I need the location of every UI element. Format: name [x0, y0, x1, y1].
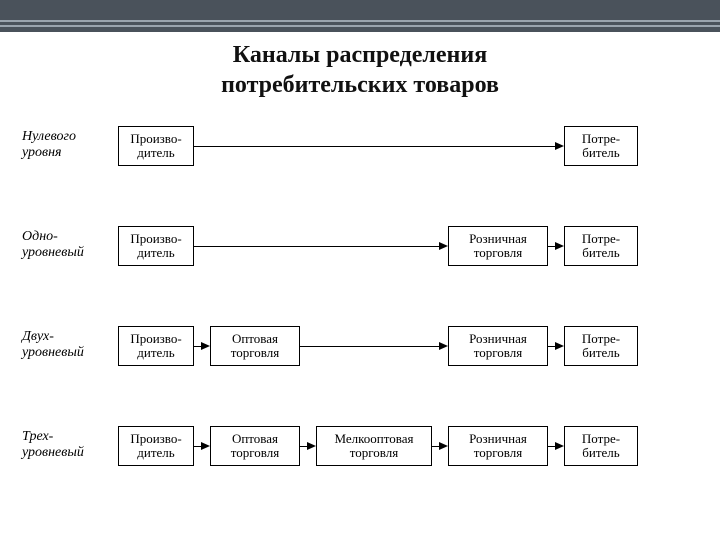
node-consumer: Потре-битель: [564, 226, 638, 266]
node-producer: Произво-дитель: [118, 326, 194, 366]
top-bar: [0, 0, 720, 32]
node-consumer: Потре-битель: [564, 426, 638, 466]
node-retail: Розничнаяторговля: [448, 226, 548, 266]
page-title: Каналы распределения потребительских тов…: [0, 40, 720, 100]
arrow-head-icon: [555, 342, 564, 350]
arrow: [300, 346, 440, 347]
node-producer: Произво-дитель: [118, 126, 194, 166]
arrow: [194, 246, 440, 247]
arrow: [194, 146, 556, 147]
node-producer: Произво-дитель: [118, 426, 194, 466]
node-wholesale: Оптоваяторговля: [210, 326, 300, 366]
arrow-head-icon: [201, 442, 210, 450]
arrow-head-icon: [439, 242, 448, 250]
row-label-one: Одно-уровневый: [22, 229, 112, 261]
title-line-2: потребительских товаров: [221, 72, 499, 98]
title-line-1: Каналы распределения: [233, 42, 487, 68]
node-retail: Розничнаяторговля: [448, 326, 548, 366]
row-label-two: Двух-уровневый: [22, 329, 112, 361]
arrow-head-icon: [201, 342, 210, 350]
distribution-channels-diagram: НулевогоуровняПроизво-дительПотре-битель…: [22, 118, 702, 538]
arrow-head-icon: [555, 242, 564, 250]
top-bar-line-2: [0, 25, 720, 27]
top-bar-line-1: [0, 20, 720, 22]
row-label-zero: Нулевогоуровня: [22, 129, 112, 161]
node-retail: Розничнаяторговля: [448, 426, 548, 466]
arrow-head-icon: [555, 142, 564, 150]
node-producer: Произво-дитель: [118, 226, 194, 266]
node-small_ws: Мелкооптоваяторговля: [316, 426, 432, 466]
node-consumer: Потре-битель: [564, 326, 638, 366]
arrow-head-icon: [439, 342, 448, 350]
node-consumer: Потре-битель: [564, 126, 638, 166]
arrow-head-icon: [307, 442, 316, 450]
node-wholesale: Оптоваяторговля: [210, 426, 300, 466]
arrow-head-icon: [439, 442, 448, 450]
arrow-head-icon: [555, 442, 564, 450]
row-label-three: Трех-уровневый: [22, 429, 112, 461]
